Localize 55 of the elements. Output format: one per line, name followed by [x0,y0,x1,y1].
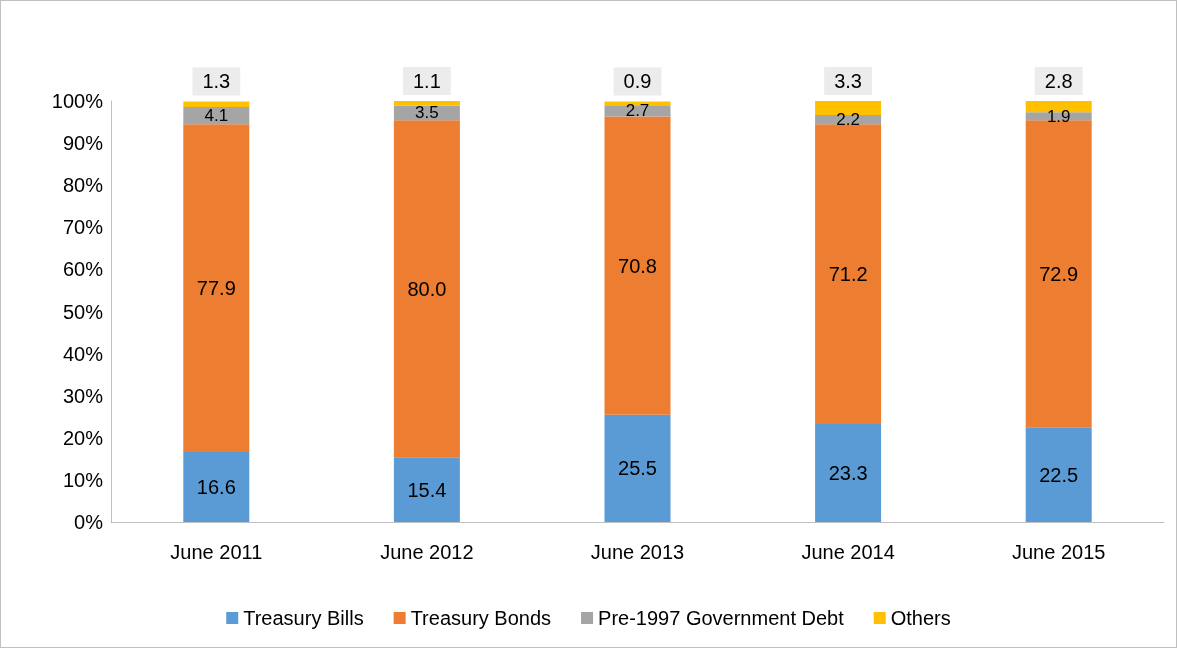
bar [1025,427,1092,522]
bar [604,105,671,117]
data-label: 1.3 [202,70,231,93]
data-label: 2.2 [836,110,860,130]
bar [183,101,250,107]
data-label: 1.9 [1046,106,1071,126]
legend-label: Others [890,607,951,629]
data-label: 72.9 [1039,262,1079,285]
legend-label: Treasury Bills [243,607,364,629]
y-tick-label: 70% [62,216,104,239]
x-tick-label: June 2012 [380,541,474,563]
bar [604,101,671,106]
data-label: 77.9 [196,277,236,300]
data-label: 3.5 [415,103,439,123]
x-tick-label: June 2013 [590,541,685,563]
data-label: 2.8 [1044,70,1073,92]
y-tick-label: 20% [62,426,104,449]
y-tick-label: 40% [62,342,104,365]
y-tick-label: 30% [62,384,104,407]
bar [393,101,460,106]
y-tick-label: 10% [62,468,104,491]
bar [815,124,882,424]
data-label: 23.3 [828,461,868,484]
y-tick-label: 80% [62,174,104,197]
x-tick-label: June 2014 [801,541,895,563]
data-label: 3.3 [834,70,863,92]
y-tick-label: 90% [62,132,104,155]
x-tick-label: June 2015 [1011,541,1106,563]
data-label: 80.0 [407,277,447,300]
bar [604,116,671,415]
data-label: 4.1 [204,106,229,126]
data-label: 25.5 [618,457,657,480]
data-label: 71.2 [828,263,868,286]
bar [815,423,882,522]
bar [183,124,250,453]
bar [1025,120,1092,428]
y-tick-label: 50% [62,300,104,323]
x-tick-label: June 2011 [170,541,263,563]
y-tick-label: 60% [62,258,104,281]
data-label: 15.4 [407,478,447,501]
bar [604,414,671,522]
y-tick-label: 100% [51,90,104,112]
bar [183,452,250,522]
data-label: 16.6 [196,476,236,499]
legend-label: Pre-1997 Government Debt [598,607,845,629]
data-label: 2.7 [625,101,650,121]
bar [393,457,460,522]
bar [815,101,882,115]
data-label: 70.8 [618,254,657,277]
y-tick-label: 0% [74,511,104,533]
data-label: 0.9 [623,70,652,93]
data-label: 1.1 [412,70,441,92]
bar [393,120,460,458]
data-label: 22.5 [1039,463,1079,486]
legend-label: Treasury Bonds [410,607,552,629]
